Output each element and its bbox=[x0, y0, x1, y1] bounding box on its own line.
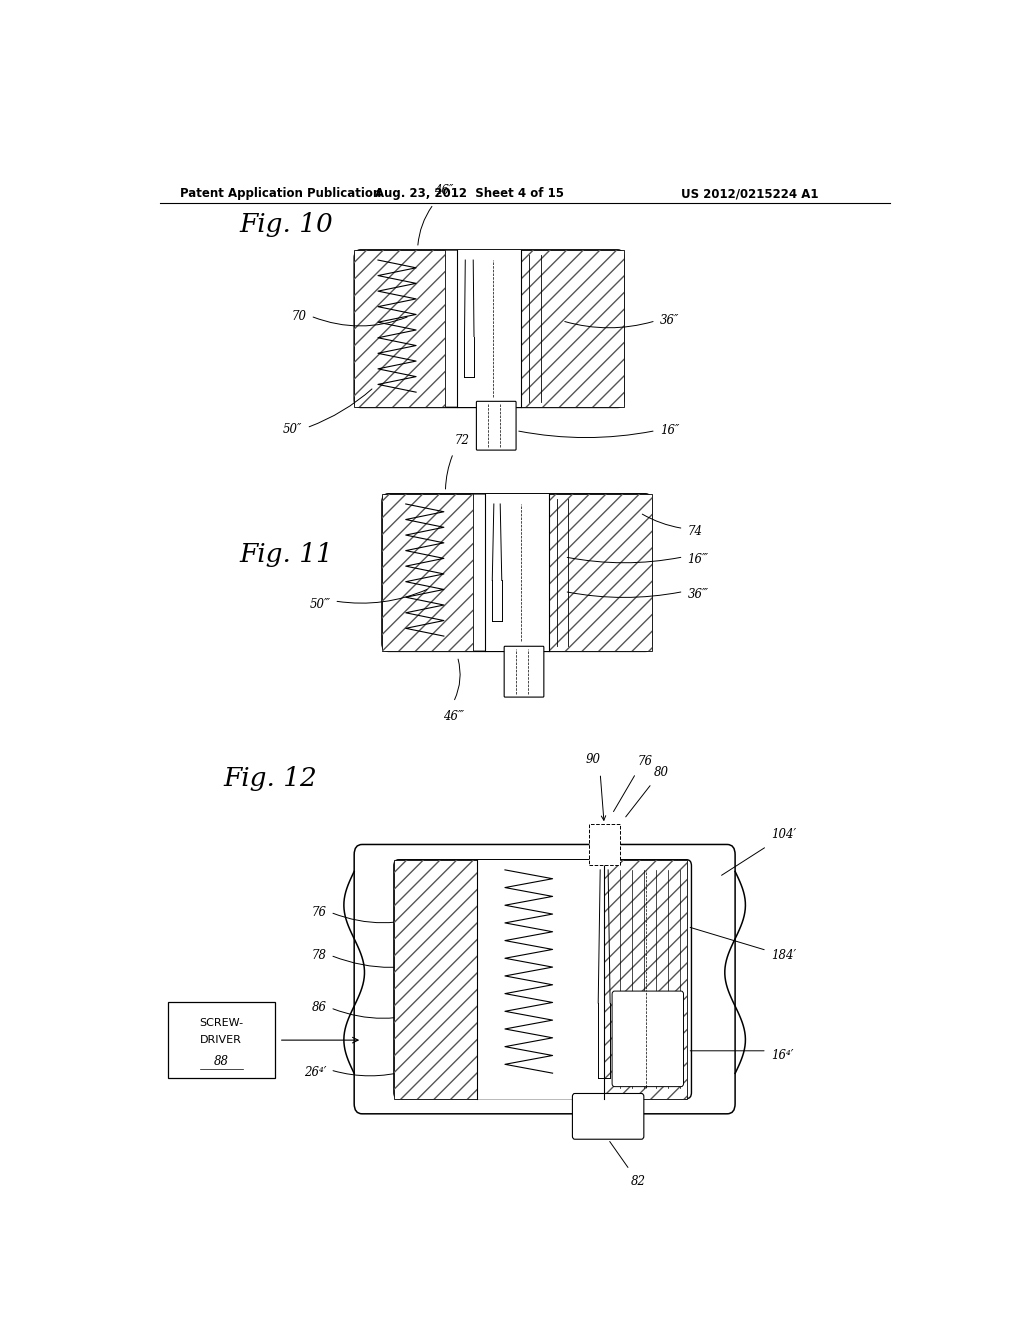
Text: Patent Application Publication: Patent Application Publication bbox=[179, 187, 381, 201]
Text: 72: 72 bbox=[455, 434, 470, 447]
Bar bbox=[394, 859, 477, 1098]
Bar bbox=[168, 1002, 274, 1078]
Text: Fig. 11: Fig. 11 bbox=[240, 543, 333, 568]
Text: 74: 74 bbox=[687, 525, 702, 539]
Bar bbox=[485, 494, 549, 651]
Text: 50‴: 50‴ bbox=[309, 598, 331, 611]
FancyBboxPatch shape bbox=[476, 401, 516, 450]
Text: 46‴: 46‴ bbox=[442, 710, 464, 723]
Text: 36″: 36″ bbox=[659, 314, 679, 327]
FancyBboxPatch shape bbox=[504, 647, 544, 697]
Bar bbox=[394, 859, 477, 1098]
Bar bbox=[382, 494, 473, 651]
FancyBboxPatch shape bbox=[572, 1093, 644, 1139]
FancyBboxPatch shape bbox=[394, 859, 691, 1098]
Bar bbox=[521, 249, 624, 408]
Bar bbox=[604, 859, 687, 1098]
Text: 76: 76 bbox=[311, 906, 327, 919]
FancyBboxPatch shape bbox=[612, 991, 684, 1086]
Text: 70: 70 bbox=[292, 310, 306, 322]
Bar bbox=[549, 494, 652, 651]
Text: Fig. 10: Fig. 10 bbox=[240, 213, 333, 238]
Text: 16⁴′: 16⁴′ bbox=[771, 1049, 794, 1063]
Bar bbox=[598, 1003, 610, 1078]
Bar bbox=[354, 249, 445, 408]
Bar bbox=[382, 494, 473, 651]
Text: 16‴: 16‴ bbox=[687, 553, 709, 566]
Text: 50″: 50″ bbox=[284, 424, 303, 437]
Bar bbox=[604, 859, 687, 1098]
Text: 80: 80 bbox=[653, 767, 669, 779]
Text: US 2012/0215224 A1: US 2012/0215224 A1 bbox=[681, 187, 818, 201]
Text: 86: 86 bbox=[311, 1002, 327, 1014]
Text: 88: 88 bbox=[214, 1055, 228, 1068]
Bar bbox=[458, 249, 521, 408]
Bar bbox=[589, 824, 620, 865]
Text: 90: 90 bbox=[585, 754, 600, 766]
Bar bbox=[521, 249, 624, 408]
FancyBboxPatch shape bbox=[382, 494, 652, 651]
Text: SCREW-: SCREW- bbox=[200, 1018, 244, 1028]
Text: Fig. 12: Fig. 12 bbox=[223, 766, 317, 791]
Text: 46″: 46″ bbox=[433, 183, 453, 197]
Text: Aug. 23, 2012  Sheet 4 of 15: Aug. 23, 2012 Sheet 4 of 15 bbox=[375, 187, 564, 201]
Text: 36‴: 36‴ bbox=[687, 589, 709, 601]
Bar bbox=[477, 859, 511, 1098]
FancyBboxPatch shape bbox=[354, 845, 735, 1114]
Text: 16″: 16″ bbox=[659, 424, 679, 437]
Text: 82: 82 bbox=[631, 1175, 646, 1188]
Bar bbox=[477, 859, 604, 1098]
Text: 76: 76 bbox=[638, 755, 652, 768]
Text: 78: 78 bbox=[311, 949, 327, 962]
Text: 184′: 184′ bbox=[771, 949, 796, 962]
Text: DRIVER: DRIVER bbox=[201, 1035, 243, 1045]
Text: 26⁴′: 26⁴′ bbox=[304, 1065, 327, 1078]
FancyBboxPatch shape bbox=[354, 249, 624, 408]
Text: 104′: 104′ bbox=[771, 828, 796, 841]
Bar bbox=[354, 249, 445, 408]
Bar bbox=[549, 494, 652, 651]
